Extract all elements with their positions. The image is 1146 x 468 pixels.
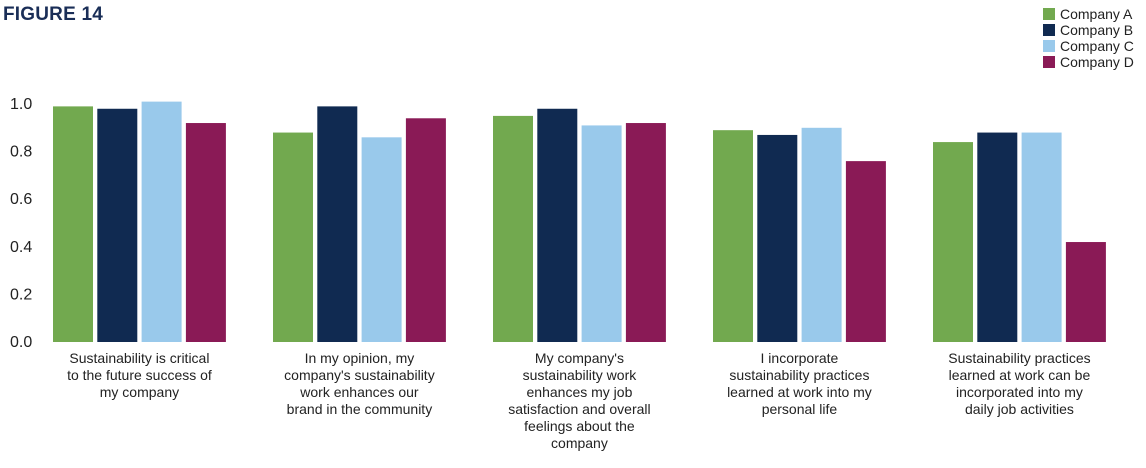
bar-company-b-cat-3 bbox=[537, 108, 578, 342]
x-category-label: In my opinion, my company's sustainabili… bbox=[284, 350, 435, 417]
y-tick-label: 0.2 bbox=[10, 286, 32, 303]
figure-title: FIGURE 14 bbox=[3, 4, 103, 25]
bar-company-c-cat-5 bbox=[1021, 132, 1062, 342]
legend: Company A Company B Company C Company D bbox=[1043, 6, 1134, 70]
x-category-label: Sustainability practices learned at work… bbox=[948, 350, 1091, 417]
legend-item-company-d: Company D bbox=[1043, 54, 1134, 70]
bar-company-c-cat-1 bbox=[141, 101, 182, 343]
legend-label-company-d: Company D bbox=[1060, 54, 1134, 70]
bar-company-d-cat-1 bbox=[185, 123, 226, 342]
bar-company-d-cat-3 bbox=[625, 123, 666, 342]
legend-item-company-b: Company B bbox=[1043, 22, 1134, 38]
y-tick-label: 0.6 bbox=[10, 191, 32, 208]
bar-company-d-cat-4 bbox=[845, 161, 886, 342]
x-category-label: I incorporate sustainability practices l… bbox=[727, 350, 872, 417]
bar-company-a-cat-1 bbox=[53, 106, 93, 342]
legend-label-company-c: Company C bbox=[1060, 38, 1134, 54]
bar-company-a-cat-2 bbox=[273, 132, 313, 342]
y-tick-label: 0.8 bbox=[10, 144, 32, 161]
y-tick-label: 1.0 bbox=[10, 96, 32, 113]
bar-company-d-cat-5 bbox=[1065, 242, 1106, 342]
bar-company-b-cat-1 bbox=[97, 108, 138, 342]
legend-swatch-company-a bbox=[1043, 8, 1055, 20]
legend-item-company-c: Company C bbox=[1043, 38, 1134, 54]
bar-company-d-cat-2 bbox=[405, 118, 446, 342]
bar-company-c-cat-4 bbox=[801, 127, 842, 342]
x-category-label: Sustainability is critical to the future… bbox=[67, 350, 212, 400]
legend-label-company-b: Company B bbox=[1060, 22, 1134, 38]
bar-company-c-cat-2 bbox=[361, 137, 402, 342]
y-tick-label: 0.0 bbox=[10, 334, 32, 351]
legend-swatch-company-d bbox=[1043, 56, 1055, 68]
y-tick-label: 0.4 bbox=[10, 239, 32, 256]
x-category-label: My company's sustainability work enhance… bbox=[508, 350, 651, 451]
bar-company-c-cat-3 bbox=[581, 125, 622, 342]
bar-company-a-cat-4 bbox=[713, 130, 753, 342]
legend-item-company-a: Company A bbox=[1043, 6, 1134, 22]
legend-label-company-a: Company A bbox=[1060, 6, 1133, 22]
bar-company-b-cat-5 bbox=[977, 132, 1018, 342]
legend-swatch-company-c bbox=[1043, 40, 1055, 52]
legend-swatch-company-b bbox=[1043, 24, 1055, 36]
bar-company-a-cat-5 bbox=[933, 142, 973, 342]
bar-company-b-cat-4 bbox=[757, 134, 798, 342]
bar-company-a-cat-3 bbox=[493, 115, 533, 343]
bar-company-b-cat-2 bbox=[317, 106, 358, 342]
